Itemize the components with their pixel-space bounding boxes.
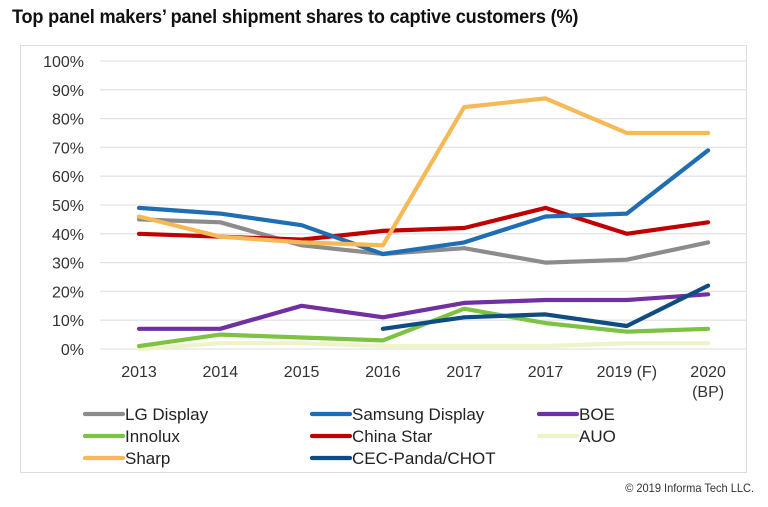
y-tick-label: 10% [52,313,84,330]
y-axis-ticks: 0% 10% 20% 30% 40% 50% 60% 70% 80% 90% 100% [43,54,84,359]
legend-label: Samsung Display [352,405,485,424]
chart-title: Top panel makers’ panel shipment shares … [12,6,579,28]
y-tick-label: 30% [52,256,84,273]
copyright-notice: © 2019 Informa Tech LLC. [625,481,754,495]
x-tick-label: 2019 (F) [597,364,657,381]
legend-item-lg-display: LG Display [82,405,209,424]
legend-item-samsung-display: Samsung Display [309,405,485,424]
series-line-cec-panda-chot [380,283,711,331]
legend-item-china-star: China Star [309,427,433,446]
y-tick-label: 90% [52,83,84,100]
legend-item-sharp: Sharp [82,449,170,468]
gridlines [100,60,747,350]
series-line-boe [136,292,711,331]
x-tick-label: 2014 [203,364,239,381]
x-tick-label: 2017 [446,364,482,381]
y-tick-label: 100% [43,54,84,71]
legend-label: LG Display [125,405,209,424]
legend-item-cec-panda-chot: CEC-Panda/CHOT [309,449,496,468]
y-tick-label: 60% [52,169,84,186]
y-tick-label: 40% [52,227,84,244]
legend-label: AUO [579,427,616,446]
series-line-auo [136,341,711,352]
series-lines [136,96,711,352]
legend: LG Display Samsung Display BOE Innolux China… [82,405,616,468]
y-tick-label: 80% [52,112,84,129]
x-tick-label: 2020 (BP) [690,364,726,401]
series-line-sharp [136,96,711,248]
legend-label: BOE [579,405,615,424]
y-tick-label: 50% [52,198,84,215]
x-axis-ticks: 2013 2014 2015 2016 2017 2017 2019 (F) 2020 (BP) [121,364,726,401]
series-line-samsung-display [136,148,711,257]
y-tick-label: 70% [52,140,84,157]
legend-item-auo: AUO [536,427,616,446]
y-tick-label: 0% [61,342,84,359]
x-tick-label: 2015 [284,364,320,381]
legend-item-innolux: Innolux [82,427,180,446]
series-line-lg-display [136,217,711,265]
y-tick-label: 20% [52,284,84,301]
legend-label: Innolux [125,427,180,446]
legend-label: CEC-Panda/CHOT [352,449,496,468]
legend-label: Sharp [125,449,170,468]
x-tick-label: 2017 [528,364,564,381]
x-tick-label: 2016 [365,364,401,381]
legend-item-boe: BOE [536,405,615,424]
x-tick-label: 2013 [121,364,157,381]
legend-label: China Star [352,427,433,446]
